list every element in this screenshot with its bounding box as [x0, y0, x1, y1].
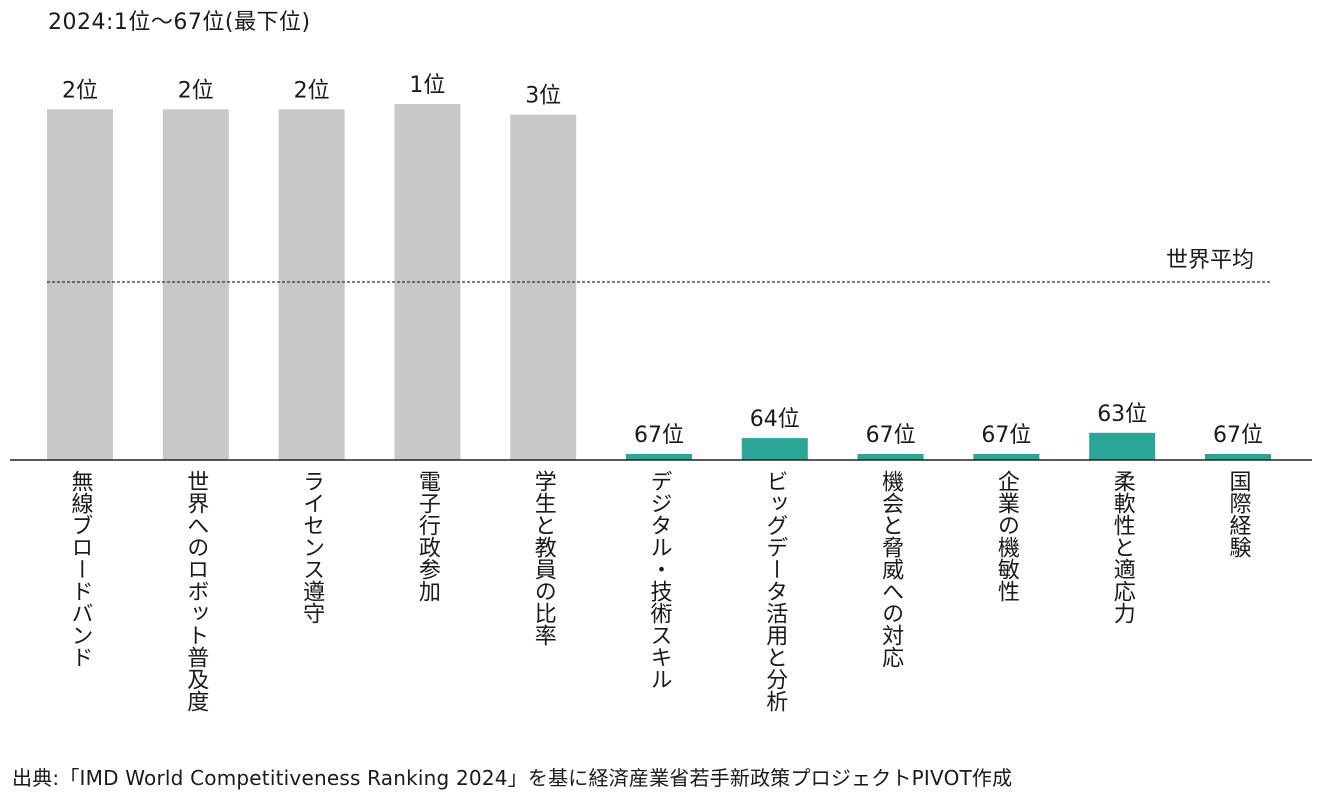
bar-7: [741, 438, 808, 460]
category-label-8: 機会と脅威への対応: [878, 470, 904, 668]
category-label-6: デジタル・技術スキル: [647, 470, 673, 690]
data-label-4: 1位: [409, 73, 445, 98]
category-label-3: ライセンス遵守: [299, 470, 325, 624]
data-label-3: 2位: [294, 78, 330, 103]
data-label-7: 64位: [750, 407, 800, 432]
data-label-9: 67位: [981, 423, 1031, 448]
category-label-7: ビッグデータ活用と分析: [762, 470, 788, 712]
category-label-10: 柔軟性と適応力: [1110, 470, 1136, 624]
category-label-2: 世界へのロボット普及度: [183, 470, 209, 712]
data-label-1: 2位: [62, 78, 98, 103]
category-label-5: 学生と教員の比率: [531, 470, 557, 646]
data-label-10: 63位: [1097, 402, 1147, 427]
bar-3: [278, 109, 345, 461]
data-label-5: 3位: [525, 84, 561, 109]
bar-2: [162, 109, 229, 461]
category-label-4: 電子行政参加: [415, 470, 441, 602]
data-label-8: 67位: [866, 423, 916, 448]
data-label-11: 67位: [1213, 423, 1263, 448]
data-label-6: 67位: [634, 423, 684, 448]
category-labels-group: 無線ブロードバンド 世界へのロボット普及度 ライセンス遵守 電子行政参加 学生と教員の比…: [68, 470, 1252, 712]
bar-8: [857, 454, 924, 460]
bar-5: [510, 114, 577, 460]
data-labels-group: 2位 2位 2位 1位 3位 67位 64位 67位 67位 63位 67位: [62, 73, 1263, 448]
category-label-1: 無線ブロードバンド: [68, 470, 94, 668]
world-average-label: 世界平均: [1166, 248, 1255, 273]
bar-6: [626, 454, 692, 460]
bar-11: [1205, 454, 1271, 460]
bar-9: [973, 454, 1040, 460]
bar-10: [1089, 432, 1156, 460]
category-label-11: 国際経験: [1226, 470, 1252, 558]
data-label-2: 2位: [178, 78, 214, 103]
bar-1: [47, 109, 113, 461]
source-note: 出典:「IMD World Competitiveness Ranking 20…: [12, 766, 1013, 790]
category-label-9: 企業の機敏性: [994, 470, 1020, 602]
chart-title: 2024:1位～67位(最下位): [48, 10, 311, 35]
